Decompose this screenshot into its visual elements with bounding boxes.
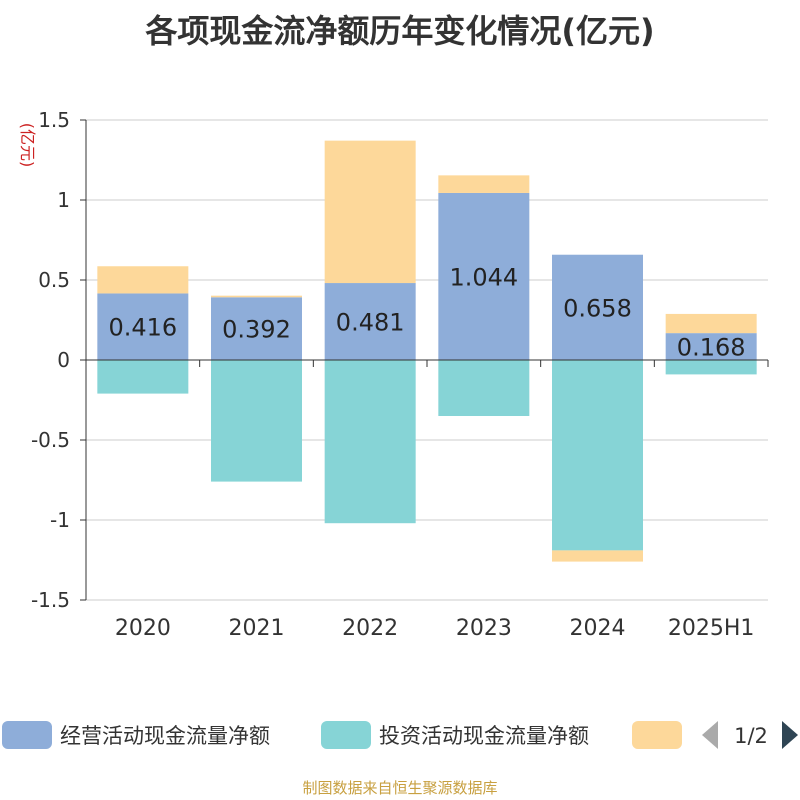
data-label: 0.392 xyxy=(222,316,291,344)
bar-series1-2021 xyxy=(211,297,302,360)
chart-title: 各项现金流净额历年变化情况(亿元) xyxy=(145,12,655,50)
bar-series2-2020 xyxy=(97,360,189,394)
bar-series3-2022 xyxy=(324,140,416,284)
y-tick-label: -1 xyxy=(50,508,70,532)
bar-series1-2023 xyxy=(438,192,530,360)
y-tick-label: -0.5 xyxy=(31,428,70,452)
legend-swatch xyxy=(321,721,371,749)
bar-series3-2023 xyxy=(438,175,530,193)
axes: 1.5 1 0.5 0 -0.5 -1 -1.5 (亿元) 2020 2021 2022 2023 20… xyxy=(18,108,769,641)
x-tick-label: 2024 xyxy=(570,616,626,641)
bar-series2-2025H1 xyxy=(665,360,757,375)
data-label: 0.481 xyxy=(336,309,405,337)
y-tick-label: -1.5 xyxy=(31,588,70,612)
bar-series2-2021 xyxy=(211,360,302,482)
bar-series3-2020 xyxy=(97,266,189,294)
x-tick-label: 2023 xyxy=(456,616,512,641)
legend-label: 经营活动现金流量净额 xyxy=(60,724,270,748)
bar-series1-2025H1 xyxy=(665,333,757,360)
y-tick-label: 0.5 xyxy=(38,268,70,292)
source-note: 制图数据来自恒生聚源数据库 xyxy=(302,779,498,797)
bar-series2-2024 xyxy=(552,360,643,551)
legend-label: 投资活动现金流量净额 xyxy=(379,724,589,748)
bar-series3-2024 xyxy=(552,550,643,562)
legend-page-indicator: 1/2 xyxy=(734,724,768,748)
x-tick-label: 2021 xyxy=(229,616,285,641)
legend-next-icon[interactable] xyxy=(782,721,798,749)
y-tick-label: 0 xyxy=(57,348,70,372)
data-label: 1.044 xyxy=(449,263,518,291)
x-tick-label: 2020 xyxy=(115,616,171,641)
bar-series2-2022 xyxy=(324,360,416,524)
data-label: 0.416 xyxy=(108,314,177,342)
legend-swatch xyxy=(632,721,682,749)
value-labels: 0.416 0.392 0.481 1.044 0.658 0.168 xyxy=(108,263,745,361)
legend: 经营活动现金流量净额 投资活动现金流量净额 1/2 xyxy=(2,721,798,749)
x-tick-label: 2025H1 xyxy=(668,616,755,641)
bar-series1-2022 xyxy=(324,283,416,360)
bar-series1-2024 xyxy=(552,254,643,360)
bar-series1-2020 xyxy=(97,293,189,360)
data-label: 0.658 xyxy=(563,294,632,322)
y-axis-label: (亿元) xyxy=(18,123,37,168)
bar-series2-2023 xyxy=(438,360,530,416)
data-label: 0.168 xyxy=(677,334,746,362)
bars xyxy=(97,140,757,562)
legend-swatch xyxy=(2,721,52,749)
bar-series3-2025H1 xyxy=(665,313,757,334)
y-tick-label: 1.5 xyxy=(38,108,70,132)
x-tick-label: 2022 xyxy=(342,616,398,641)
y-tick-label: 1 xyxy=(57,188,70,212)
legend-prev-icon[interactable] xyxy=(702,721,718,749)
bar-series3-2021 xyxy=(211,295,302,298)
